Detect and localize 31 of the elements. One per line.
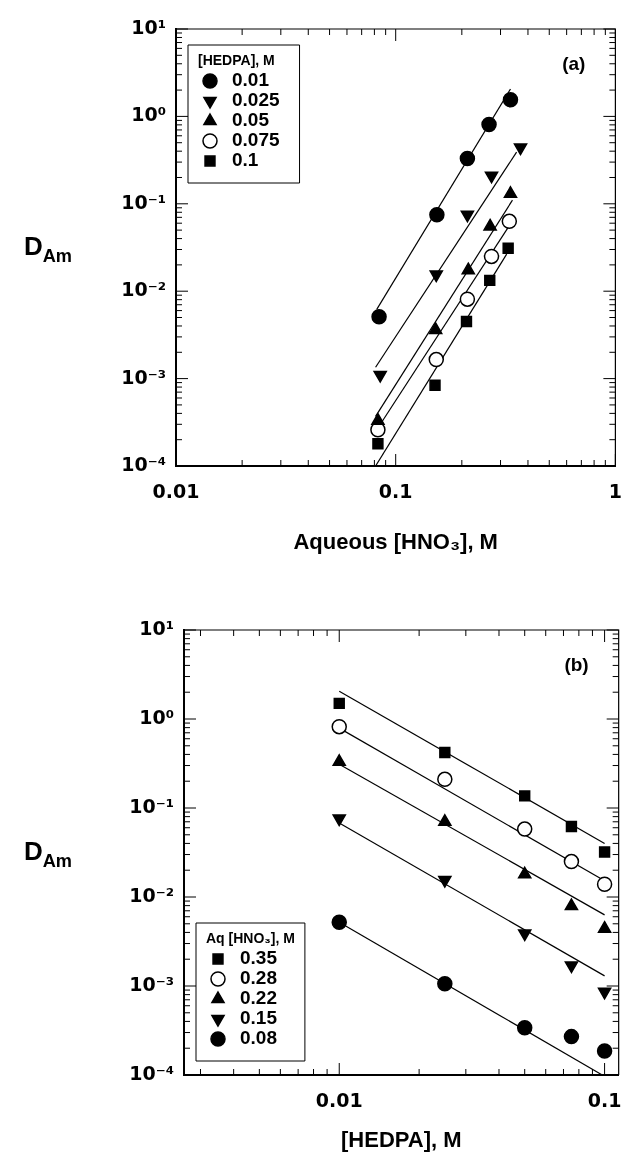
y-tick-label: 10⁻⁴	[121, 452, 166, 475]
legend-label: 0.025	[232, 89, 280, 111]
x-axis-title: [HEDPA], M	[341, 1126, 462, 1152]
legend-label: 0.15	[240, 1007, 278, 1029]
y-tick-label: 10⁻⁴	[129, 1061, 174, 1084]
y-tick-label: 10⁻²	[121, 278, 166, 301]
legend-label: 0.1	[232, 149, 259, 171]
y-tick-label: 10⁻²	[129, 883, 174, 906]
y-tick-label: 10⁻¹	[129, 794, 174, 817]
legend-title: Aq [HNO₃], M	[206, 929, 295, 946]
y-tick-label: 10⁻¹	[121, 190, 166, 213]
annotation: (b)	[564, 654, 589, 676]
legend-title: [HEDPA], M	[198, 51, 275, 68]
y-tick-label: 10⁰	[139, 705, 174, 728]
legend-label: 0.01	[232, 69, 270, 91]
y-tick-label: 10¹	[131, 15, 166, 38]
annotation: (a)	[562, 53, 586, 75]
y-tick-label: 10⁰	[131, 103, 166, 126]
x-axis-title: Aqueous [HNO₃], M	[293, 528, 498, 554]
x-tick-label: 0.01	[152, 480, 200, 503]
x-tick-label: 0.1	[378, 480, 413, 503]
y-tick-label: 10¹	[139, 616, 174, 639]
legend-label: 0.05	[232, 109, 270, 131]
x-tick-label: 1	[608, 480, 623, 503]
legend-label: 0.35	[240, 947, 278, 969]
y-tick-label: 10⁻³	[129, 972, 174, 995]
legend-label: 0.08	[240, 1027, 277, 1049]
legend-label: 0.28	[240, 967, 277, 989]
y-tick-label: 10⁻³	[121, 365, 166, 388]
legend-label: 0.22	[240, 987, 277, 1009]
legend-label: 0.075	[232, 129, 280, 151]
